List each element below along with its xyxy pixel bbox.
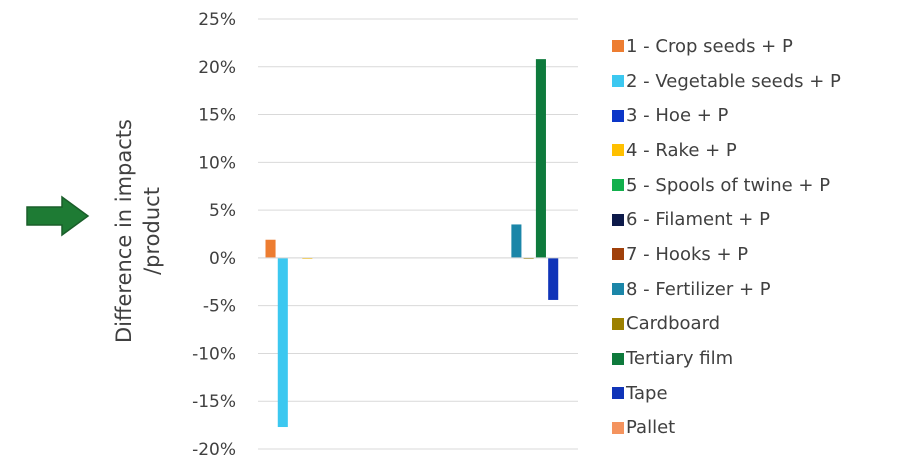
y-axis-title-line1: Difference in impacts bbox=[112, 119, 136, 343]
legend-swatch bbox=[612, 179, 624, 192]
legend-item: Cardboard bbox=[612, 307, 841, 342]
y-tick-label: -20% bbox=[192, 440, 236, 460]
legend-label: 3 - Hoe + P bbox=[626, 105, 729, 127]
legend-label: Tape bbox=[626, 382, 668, 404]
legend-label: 6 - Filament + P bbox=[626, 209, 770, 231]
legend-label: Cardboard bbox=[626, 313, 721, 335]
bar bbox=[535, 59, 546, 258]
legend-swatch bbox=[612, 352, 624, 365]
legend-label: 8 - Fertilizer + P bbox=[626, 278, 771, 300]
y-tick-label: -10% bbox=[192, 344, 236, 364]
legend-label: 5 - Spools of twine + P bbox=[626, 174, 831, 196]
y-tick-label: 10% bbox=[198, 153, 236, 173]
legend-item: 6 - Filament + P bbox=[612, 202, 841, 237]
y-tick-labels: 25% 20% 15% 10% 5% 0% -5% -10% -15% -20% bbox=[192, 10, 236, 460]
bar bbox=[277, 257, 288, 428]
legend-label: Pallet bbox=[626, 417, 676, 439]
legend-label: 1 - Crop seeds + P bbox=[626, 35, 793, 57]
legend-item: 4 - Rake + P bbox=[612, 133, 841, 168]
legend-swatch bbox=[612, 40, 624, 53]
legend-swatch bbox=[612, 421, 624, 434]
y-tick-label: -5% bbox=[203, 297, 236, 317]
legend-swatch bbox=[612, 317, 624, 330]
y-tick-label: 5% bbox=[209, 201, 236, 221]
legend-item: 1 - Crop seeds + P bbox=[612, 29, 841, 64]
legend-swatch bbox=[612, 283, 624, 296]
legend-swatch bbox=[612, 75, 624, 88]
bar bbox=[265, 239, 276, 258]
legend: 1 - Crop seeds + P 2 - Vegetable seeds + … bbox=[612, 29, 841, 445]
green-arrow-icon bbox=[26, 195, 90, 237]
legend-item: 7 - Hooks + P bbox=[612, 237, 841, 272]
legend-swatch bbox=[612, 387, 624, 400]
legend-label: 7 - Hooks + P bbox=[626, 243, 749, 265]
legend-swatch bbox=[612, 248, 624, 261]
legend-label: Tertiary film bbox=[626, 348, 734, 370]
y-tick-label: 0% bbox=[209, 249, 236, 269]
legend-item: 2 - Vegetable seeds + P bbox=[612, 64, 841, 99]
legend-label: 4 - Rake + P bbox=[626, 139, 737, 161]
legend-item: 8 - Fertilizer + P bbox=[612, 272, 841, 307]
legend-item: Tape bbox=[612, 376, 841, 411]
legend-swatch bbox=[612, 144, 624, 157]
y-tick-label: 25% bbox=[198, 10, 236, 30]
y-axis-title-line2: /product bbox=[140, 187, 164, 275]
bar bbox=[511, 224, 522, 258]
legend-item: 3 - Hoe + P bbox=[612, 98, 841, 133]
y-tick-label: -15% bbox=[192, 392, 236, 412]
y-tick-label: 20% bbox=[198, 58, 236, 78]
legend-swatch bbox=[612, 109, 624, 122]
y-tick-label: 15% bbox=[198, 106, 236, 126]
legend-item: Pallet bbox=[612, 411, 841, 446]
bar bbox=[548, 257, 559, 300]
gridlines bbox=[258, 18, 578, 450]
legend-label: 2 - Vegetable seeds + P bbox=[626, 70, 841, 92]
y-axis-title: Difference in impacts /product bbox=[112, 119, 164, 343]
bars bbox=[258, 59, 578, 428]
legend-swatch bbox=[612, 213, 624, 226]
legend-item: Tertiary film bbox=[612, 341, 841, 376]
legend-item: 5 - Spools of twine + P bbox=[612, 168, 841, 203]
